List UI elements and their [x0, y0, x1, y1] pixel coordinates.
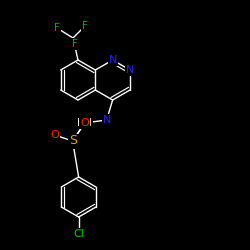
Text: Cl: Cl [73, 229, 84, 239]
Text: HN: HN [77, 118, 92, 128]
Text: N: N [102, 115, 111, 125]
Text: F: F [72, 39, 78, 49]
Text: F: F [54, 23, 60, 33]
Text: N: N [126, 65, 134, 75]
Text: O: O [80, 118, 89, 128]
Text: N: N [108, 55, 117, 65]
Text: O: O [50, 130, 59, 140]
Text: S: S [69, 134, 77, 147]
Text: F: F [82, 21, 88, 31]
